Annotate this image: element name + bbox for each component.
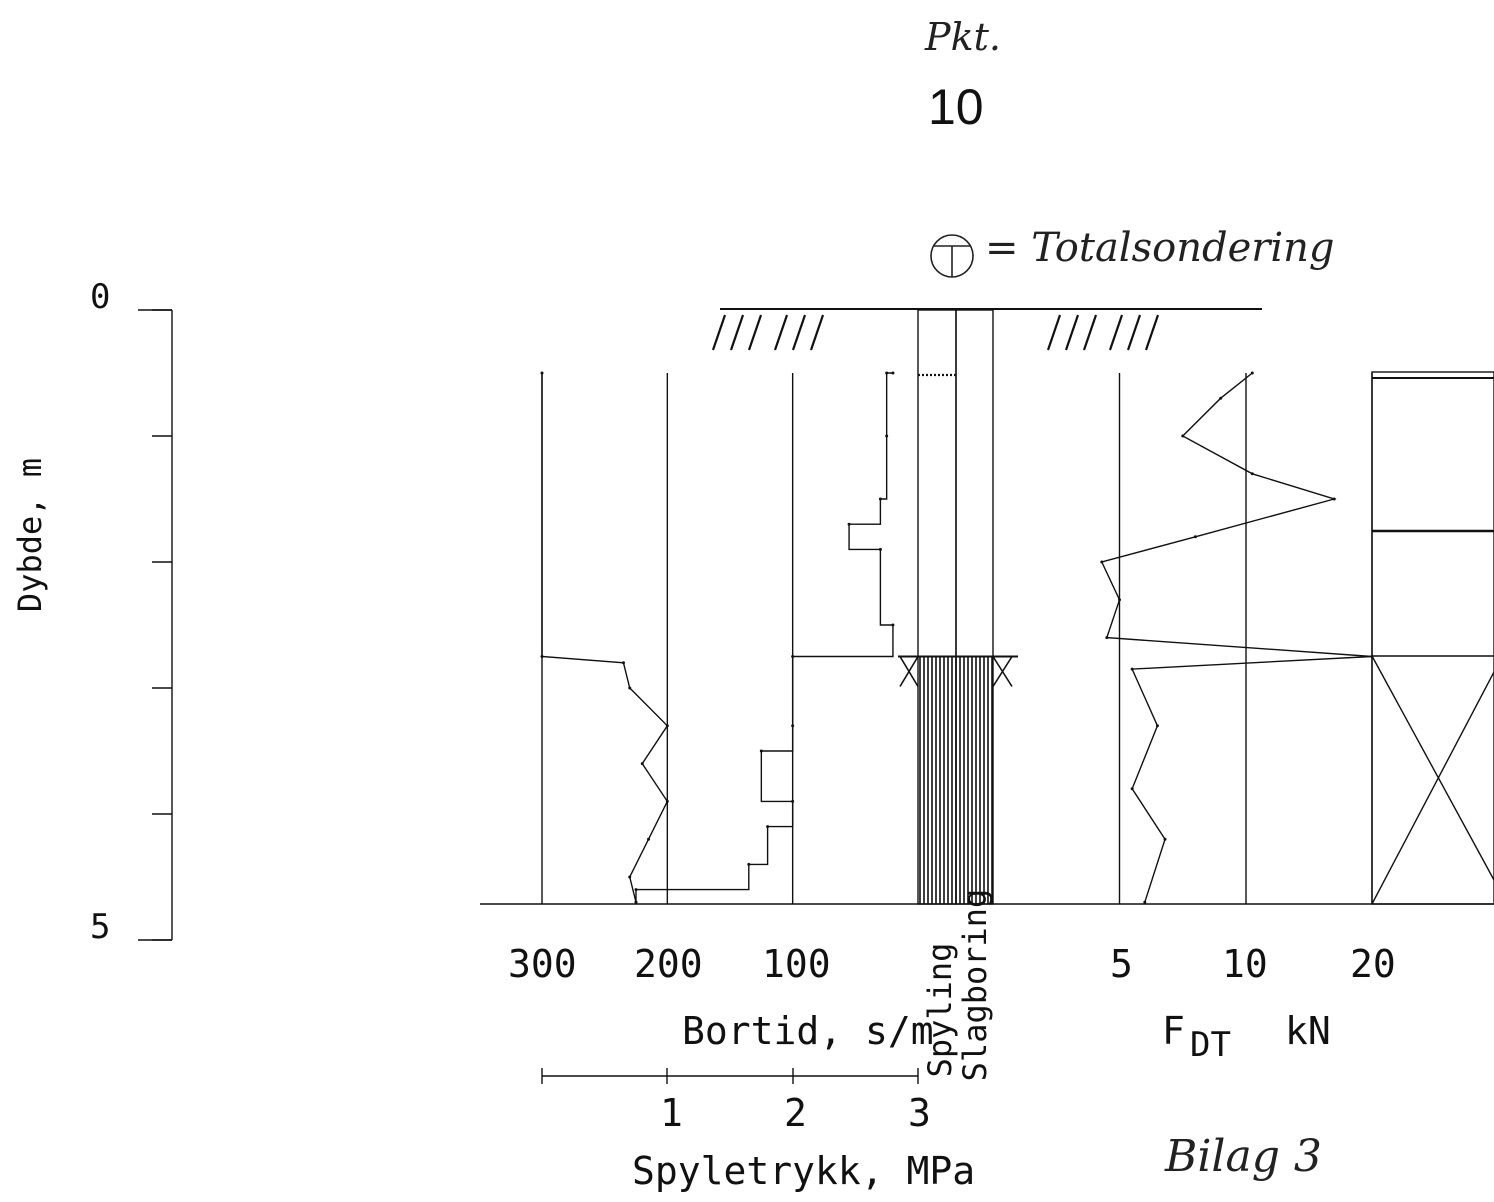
spyletrykk-point-8	[628, 875, 632, 879]
spyletrykk-point-1	[540, 655, 544, 659]
spyletrykk-point-3	[628, 686, 632, 690]
fdt-point-4	[1332, 497, 1336, 501]
fdt-point-1	[1219, 396, 1223, 400]
fdt-point-2	[1181, 434, 1185, 438]
soil-column-frame	[1371, 371, 1494, 905]
pkt-label: Pkt.	[925, 15, 1001, 59]
column-cross-d	[992, 656, 1013, 687]
bortid-point-5	[878, 547, 882, 551]
fdt-point-13	[1163, 837, 1167, 841]
legend-text: = Totalsondering	[985, 225, 1335, 271]
spyletrykk-series-line	[541, 373, 669, 903]
ground-hatching-right	[1046, 314, 1160, 351]
fdt-series-line	[1100, 372, 1373, 903]
fdt-point-14	[1143, 900, 1147, 904]
spyling-column-label: Spyling	[921, 942, 959, 1078]
bortid-point-12	[747, 862, 751, 866]
fdt-point-10	[1130, 667, 1134, 671]
spyletrykk-tick-1: 1	[660, 1091, 683, 1135]
fdt-point-5	[1193, 535, 1197, 539]
bortid-point-0	[891, 371, 895, 375]
bortid-point-9	[759, 749, 763, 753]
spyletrykk-point-9	[634, 900, 638, 904]
spyletrykk-axis-label: Spyletrykk, MPa	[632, 1149, 976, 1193]
fdt-tick-10: 10	[1222, 942, 1268, 986]
totalsondering-symbol-icon	[930, 234, 974, 278]
depth-tick-label-5: 5	[90, 907, 111, 947]
spyletrykk-point-0	[540, 371, 544, 375]
fdt-point-11	[1155, 724, 1159, 728]
fdt-point-9	[1370, 655, 1374, 659]
slagboring-column-label: Slagboring	[956, 888, 994, 1082]
bortid-point-1	[885, 371, 889, 375]
bortid-point-11	[766, 825, 770, 829]
fdt-axis-label-sub: DT	[1190, 1025, 1231, 1065]
fdt-point-0	[1250, 371, 1254, 375]
fdt-axis-label-unit: kN	[1285, 1009, 1331, 1053]
bortid-point-3	[878, 497, 882, 501]
fdt-point-7	[1117, 598, 1121, 602]
spyletrykk-tick-2: 2	[784, 1091, 807, 1135]
bortid-axis-label: Bortid, s/m	[682, 1009, 934, 1053]
bortid-point-13	[634, 888, 638, 892]
bilag-label: Bilag 3	[1165, 1131, 1322, 1182]
spyletrykk-point-7	[647, 837, 651, 841]
spyletrykk-point-4	[665, 724, 669, 728]
fdt-point-3	[1250, 472, 1254, 476]
depth-tick-label-0: 0	[90, 277, 111, 317]
fdt-point-8	[1105, 636, 1109, 640]
bortid-point-7	[791, 655, 795, 659]
soil-cross-b	[1371, 671, 1494, 905]
spyletrykk-point-6	[665, 799, 669, 803]
bortid-point-6	[891, 623, 895, 627]
point-number: 10	[928, 79, 984, 135]
bortid-point-10	[791, 799, 795, 803]
ground-hatching-left	[711, 314, 825, 351]
bortid-tick-200: 200	[634, 942, 703, 986]
fdt-axis-label-main: F	[1162, 1009, 1185, 1053]
fdt-point-12	[1130, 787, 1134, 791]
spyletrykk-tick-3: 3	[908, 1091, 931, 1135]
fdt-tick-20: 20	[1350, 942, 1396, 986]
column-cross-b	[899, 656, 919, 687]
bortid-series-line	[635, 372, 894, 903]
bortid-tick-100: 100	[762, 942, 831, 986]
fdt-tick-5: 5	[1110, 942, 1133, 986]
bortid-point-8	[791, 724, 795, 728]
slagboring-column	[955, 309, 994, 905]
fdt-point-6	[1100, 560, 1104, 564]
spyletrykk-point-5	[640, 762, 644, 766]
bortid-point-2	[885, 434, 889, 438]
spyletrykk-point-2	[621, 661, 625, 665]
soil-cross-a	[1371, 655, 1494, 881]
bortid-tick-300: 300	[508, 942, 577, 986]
bortid-point-4	[847, 522, 851, 526]
